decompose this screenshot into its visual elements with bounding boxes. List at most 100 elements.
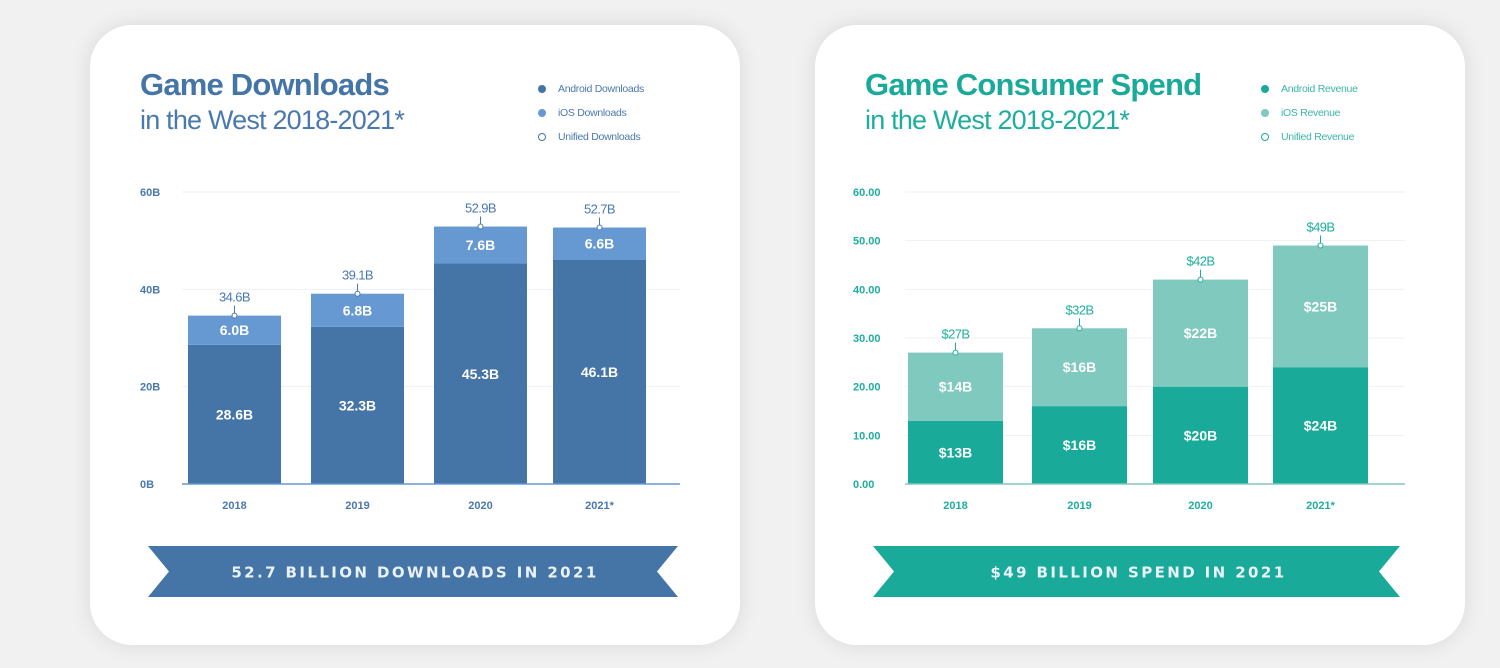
- banner-ribbon: [148, 546, 678, 597]
- legend-label: iOS Downloads: [558, 107, 627, 119]
- total-marker: [1317, 242, 1324, 249]
- bar-value-label: $24B: [1304, 418, 1337, 434]
- total-value-label: 34.6B: [219, 290, 250, 305]
- y-tick-label: 30.00: [853, 333, 881, 345]
- y-tick-label: 50.00: [853, 236, 881, 248]
- y-tick-label: 20.00: [853, 382, 881, 394]
- total-value-label: 52.7B: [584, 202, 615, 217]
- total-marker: [1076, 325, 1083, 332]
- x-tick-label: 2019: [1067, 500, 1091, 512]
- bar-value-label: 6.8B: [343, 302, 373, 318]
- open-circle-icon: [538, 133, 546, 141]
- bar-value-label: $20B: [1184, 427, 1217, 443]
- bar-segment-android: [1273, 367, 1368, 484]
- chart-title: Game Downloads: [140, 67, 390, 102]
- bar-value-label: 46.1B: [581, 364, 618, 380]
- bar-value-label: $13B: [939, 444, 972, 460]
- banner-ribbon: [873, 546, 1400, 597]
- total-marker: [1197, 276, 1204, 283]
- x-tick-label: 2018: [943, 500, 967, 512]
- bar-segment-android: [188, 344, 281, 484]
- legend-item-android: Android Revenue: [1261, 77, 1358, 101]
- y-tick-label: 40B: [140, 284, 160, 296]
- bar-segment-android: [311, 326, 404, 484]
- legend-label: Unified Downloads: [558, 131, 641, 143]
- bar-value-label: 6.6B: [585, 236, 615, 252]
- bar-segment-android: [434, 263, 527, 484]
- bar-segment-ios: [553, 227, 646, 260]
- chart-subtitle: in the West 2018-2021*: [865, 105, 1130, 135]
- bar-segment-ios: [908, 352, 1003, 421]
- consumer-spend-bar-chart: 0.00 10.00 20.00 30.00 40.00 50.00 60.00 $13B $1…: [853, 187, 1405, 512]
- downloads-bar-chart: 0B 20B 40B 60B 28.6B 6.0B 34.6B 2018 32.3B 6.8B 39…: [140, 187, 680, 512]
- consumer-spend-card: Game Consumer Spend in the West 2018-202…: [815, 25, 1465, 645]
- bar-value-label: $22B: [1184, 325, 1217, 341]
- bar-segment-ios: [1153, 279, 1248, 387]
- y-tick-label: 0B: [140, 479, 154, 491]
- downloads-card: Game Downloads in the West 2018-2021* An…: [90, 25, 740, 645]
- total-value-label: $27B: [942, 327, 970, 342]
- legend-item-unified: Unified Downloads: [538, 125, 644, 149]
- x-tick-label: 2021*: [585, 500, 614, 512]
- filled-circle-icon: [538, 85, 546, 93]
- legend-item-ios: iOS Downloads: [538, 101, 644, 125]
- banner-text: $49 BILLION SPEND IN 2021: [990, 564, 1286, 582]
- total-marker: [231, 312, 238, 319]
- legend-label: Android Revenue: [1281, 83, 1358, 95]
- bar-value-label: $16B: [1063, 359, 1096, 375]
- x-tick-label: 2018: [222, 500, 246, 512]
- y-tick-label: 60B: [140, 187, 160, 199]
- bar-segment-ios: [188, 315, 281, 345]
- bar-value-label: $14B: [939, 379, 972, 395]
- banner-text: 52.7 BILLION DOWNLOADS IN 2021: [231, 564, 598, 582]
- x-tick-label: 2019: [345, 500, 369, 512]
- chart-legend: Android Downloads iOS Downloads Unified …: [538, 77, 644, 149]
- chart-subtitle: in the West 2018-2021*: [140, 105, 405, 135]
- bar-segment-ios: [434, 226, 527, 264]
- total-value-label: $49B: [1307, 220, 1335, 235]
- bar-value-label: $25B: [1304, 298, 1337, 314]
- bar-value-label: 6.0B: [220, 322, 250, 338]
- y-tick-label: 60.00: [853, 187, 881, 199]
- bar-value-label: 32.3B: [339, 397, 376, 413]
- legend-label: Android Downloads: [558, 83, 644, 95]
- legend-label: iOS Revenue: [1281, 107, 1341, 119]
- legend-label: Unified Revenue: [1281, 131, 1355, 143]
- filled-circle-icon: [538, 109, 546, 117]
- bar-segment-ios: [1032, 328, 1127, 407]
- bar-value-label: $16B: [1063, 437, 1096, 453]
- legend-item-unified: Unified Revenue: [1261, 125, 1358, 149]
- bar-segment-ios: [311, 293, 404, 327]
- legend-item-ios: iOS Revenue: [1261, 101, 1358, 125]
- summary-banner: $49 BILLION SPEND IN 2021: [873, 546, 1400, 597]
- summary-banner: 52.7 BILLION DOWNLOADS IN 2021: [148, 546, 678, 597]
- x-tick-label: 2021*: [1306, 500, 1335, 512]
- bar-value-label: 7.6B: [466, 237, 496, 253]
- total-marker: [354, 290, 361, 297]
- y-tick-label: 20B: [140, 382, 160, 394]
- total-marker: [952, 349, 959, 356]
- total-value-label: 39.1B: [342, 268, 373, 283]
- bar-segment-android: [553, 259, 646, 484]
- x-tick-label: 2020: [468, 500, 492, 512]
- total-value-label: $32B: [1066, 302, 1094, 317]
- chart-legend: Android Revenue iOS Revenue Unified Reve…: [1261, 77, 1358, 149]
- chart-title: Game Consumer Spend: [865, 67, 1202, 102]
- x-tick-label: 2020: [1188, 500, 1212, 512]
- bar-segment-ios: [1273, 245, 1368, 368]
- bar-segment-android: [908, 420, 1003, 484]
- y-tick-label: 0.00: [853, 479, 874, 491]
- bar-segment-android: [1032, 406, 1127, 484]
- bar-value-label: 45.3B: [462, 366, 499, 382]
- y-tick-label: 40.00: [853, 284, 881, 296]
- y-tick-label: 10.00: [853, 430, 881, 442]
- bar-value-label: 28.6B: [216, 406, 253, 422]
- filled-circle-icon: [1261, 109, 1269, 117]
- total-marker: [596, 224, 603, 231]
- total-value-label: $42B: [1187, 254, 1215, 269]
- total-marker: [477, 223, 484, 230]
- legend-item-android: Android Downloads: [538, 77, 644, 101]
- bar-segment-android: [1153, 386, 1248, 484]
- total-value-label: 52.9B: [465, 201, 496, 216]
- open-circle-icon: [1261, 133, 1269, 141]
